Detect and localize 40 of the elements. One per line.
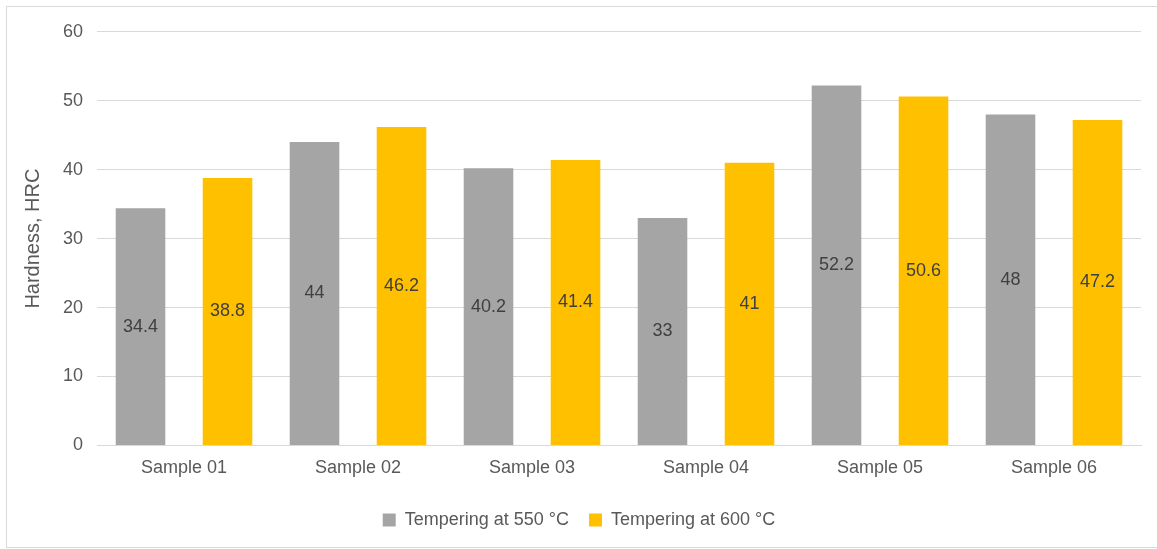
legend-label: Tempering at 600 °C: [611, 508, 776, 529]
bar: [550, 160, 601, 445]
data-label: 38.8: [210, 300, 246, 321]
y-axis-title: Hardness, HRC: [20, 168, 43, 309]
x-tick-label: Sample 01: [140, 457, 228, 478]
bar: [202, 177, 253, 445]
y-tick-label: 60: [62, 20, 84, 41]
x-tick-label: Sample 05: [836, 457, 924, 478]
data-label: 48: [1000, 268, 1021, 289]
y-tick-label: 30: [62, 227, 84, 248]
data-label: 41.4: [557, 291, 594, 312]
x-tick-label: Sample 04: [662, 457, 750, 478]
bar: [811, 85, 862, 445]
y-tick-label: 10: [62, 365, 84, 386]
legend-label: Tempering at 550 °C: [404, 508, 570, 529]
bar: [637, 217, 688, 445]
bar: [985, 114, 1036, 445]
x-tick-label: Sample 06: [1010, 457, 1098, 478]
y-tick-label: 0: [73, 434, 84, 455]
data-label: 34.4: [123, 315, 159, 336]
data-label: 33: [652, 320, 673, 341]
bar: [463, 168, 514, 445]
data-label: 50.6: [905, 259, 942, 280]
data-label: 44: [304, 282, 325, 303]
x-tick-label: Sample 03: [488, 457, 576, 478]
x-tick-label: Sample 02: [314, 457, 402, 478]
bar: [1072, 120, 1123, 445]
data-label: 46.2: [383, 274, 420, 295]
y-tick-label: 20: [62, 296, 84, 317]
data-label: 52.2: [818, 254, 855, 275]
bar: [289, 142, 340, 445]
data-label: 41: [739, 292, 760, 313]
y-tick-label: 40: [62, 158, 84, 179]
data-label: 47.2: [1079, 271, 1116, 292]
bar: [898, 96, 949, 445]
bar: [115, 208, 166, 445]
bar: [724, 162, 775, 445]
bar: [376, 126, 427, 445]
data-label: 40.2: [470, 295, 507, 316]
y-tick-label: 50: [62, 89, 84, 110]
